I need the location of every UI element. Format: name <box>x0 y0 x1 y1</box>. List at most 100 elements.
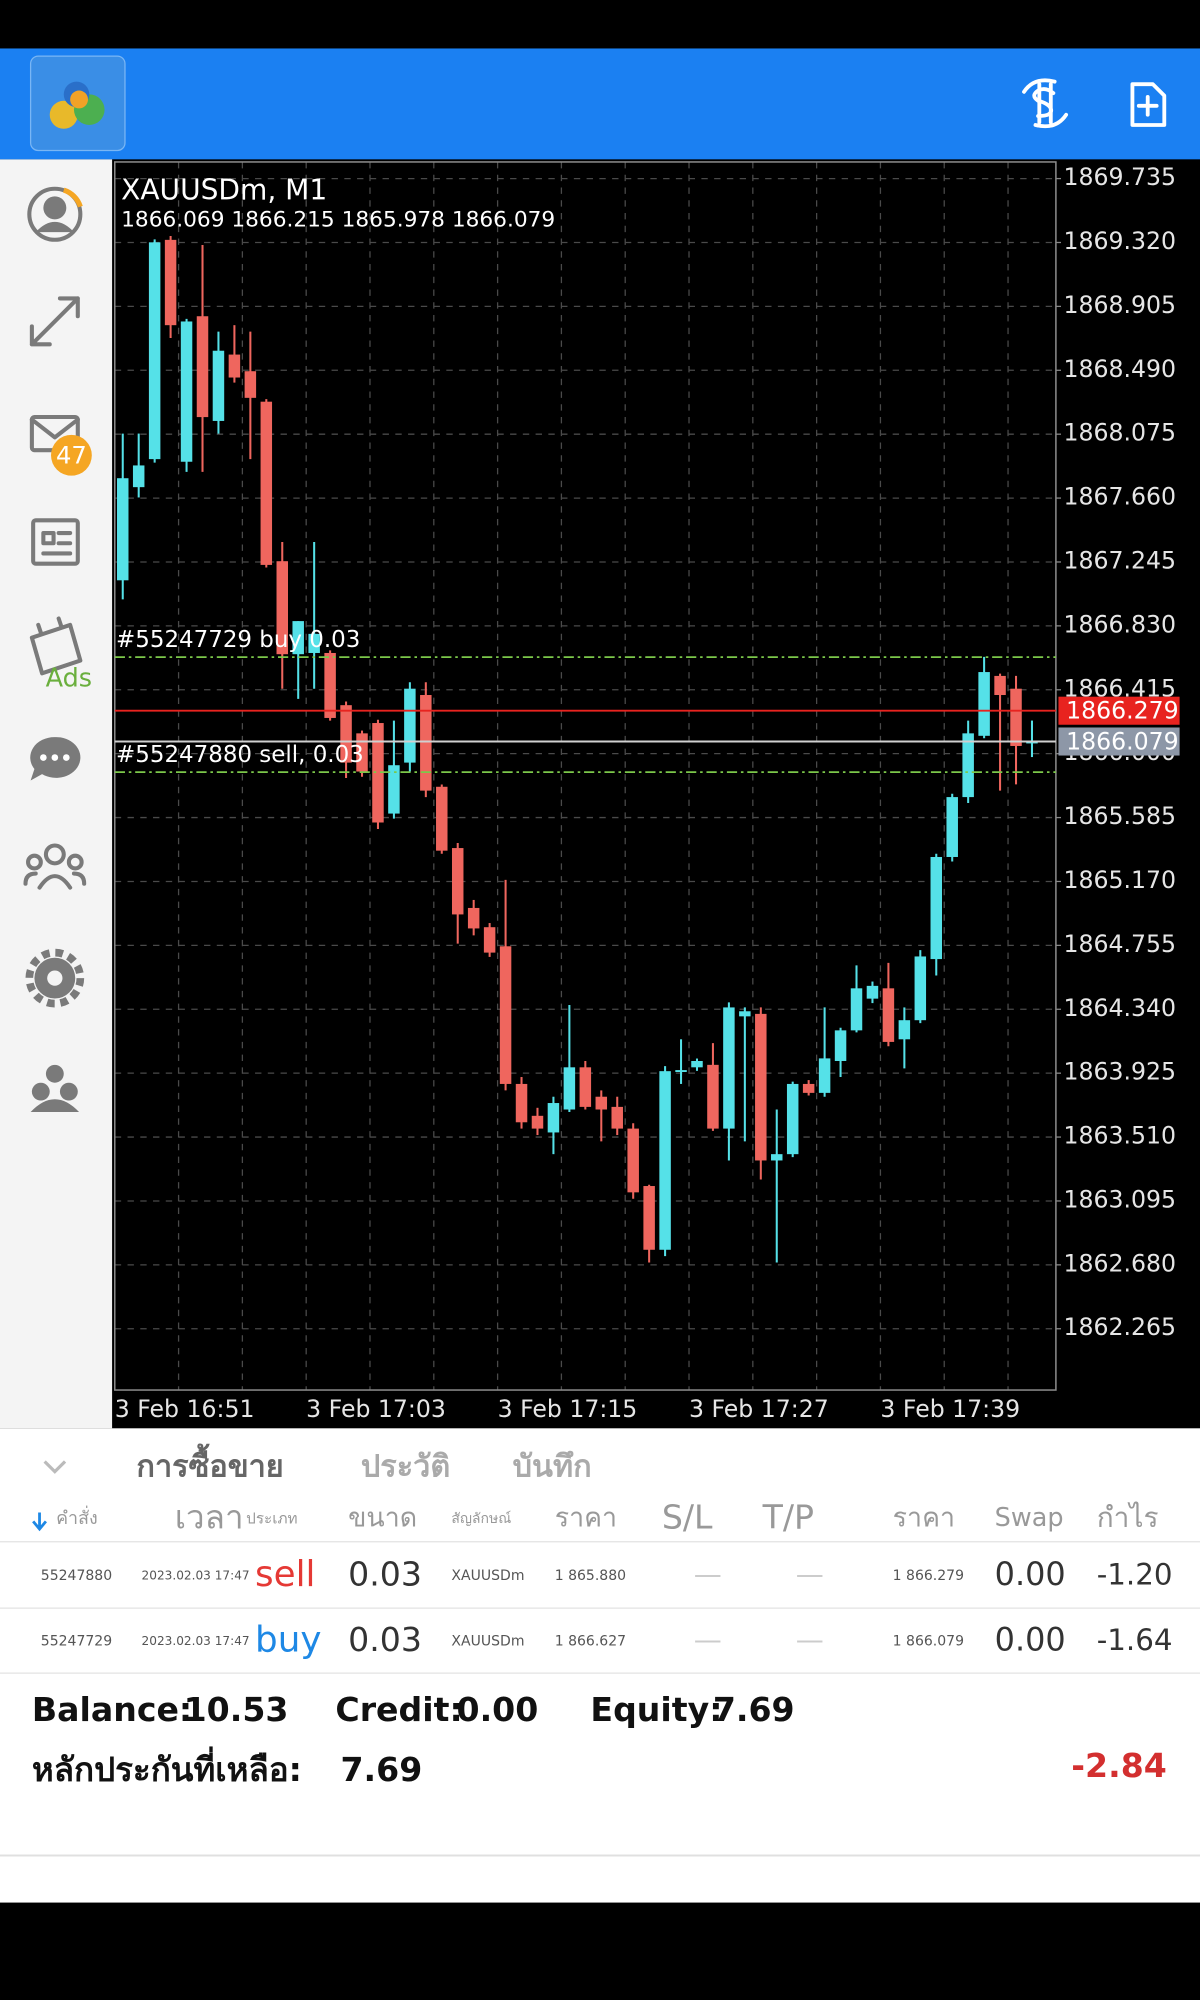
candle-body <box>1010 688 1022 746</box>
table-cell: — <box>796 1558 824 1591</box>
candle-body <box>739 1011 751 1017</box>
candle-body <box>818 1058 831 1093</box>
chart-title: XAUUSDm, M1 <box>121 173 327 206</box>
table-cell: 1 866.079 <box>893 1633 964 1649</box>
candle-body <box>643 1186 655 1250</box>
collapse-button[interactable] <box>43 1460 67 1474</box>
table-cell: — <box>694 1558 722 1591</box>
candle-body <box>196 316 209 418</box>
y-tick-label: 1864.755 <box>1064 930 1177 958</box>
column-header[interactable]: ประเภท <box>246 1509 298 1527</box>
news-icon[interactable] <box>31 518 80 566</box>
settings-icon[interactable] <box>25 948 85 1008</box>
table-cell: sell <box>255 1554 315 1595</box>
y-tick-label: 1863.510 <box>1064 1122 1177 1150</box>
chart: 1869.735 1869.320 1868.905 1868.490 1868.075… <box>114 161 1180 1423</box>
candle-body <box>483 927 496 953</box>
candle-body <box>1026 741 1038 744</box>
tab[interactable]: การซื้อขาย <box>136 1443 283 1484</box>
trade-icon[interactable] <box>29 296 80 347</box>
ohlc-open: 1866.069 <box>121 208 224 233</box>
candle-body <box>707 1064 719 1129</box>
table-cell: XAUUSDm <box>451 1568 524 1584</box>
candle-body <box>148 242 161 460</box>
candle-body <box>691 1061 703 1068</box>
column-header[interactable]: ราคา <box>893 1502 955 1533</box>
column-header[interactable]: Swap <box>995 1503 1064 1533</box>
candle-body <box>882 988 895 1042</box>
x-tick-label: 3 Feb 17:27 <box>689 1395 829 1423</box>
y-tick-label: 1867.660 <box>1064 483 1177 511</box>
candle-body <box>675 1070 687 1072</box>
table-cell: 55247880 <box>41 1568 112 1584</box>
table-cell: 55247729 <box>41 1633 112 1649</box>
table-cell: -1.64 <box>1097 1623 1173 1657</box>
y-tick-label: 1868.490 <box>1064 355 1177 383</box>
app-icon[interactable] <box>29 55 126 152</box>
x-tick-label: 3 Feb 17:39 <box>880 1395 1020 1423</box>
price-tag <box>1058 727 1180 756</box>
currency-button[interactable] <box>1022 78 1069 129</box>
column-header[interactable]: คำสั่ง <box>56 1505 98 1529</box>
table-cell: — <box>796 1623 824 1656</box>
candle-body <box>388 765 400 814</box>
table-cell: XAUUSDm <box>451 1633 524 1649</box>
candle-body <box>308 633 320 653</box>
ads-icon[interactable] <box>29 616 83 676</box>
candle-body <box>132 465 145 488</box>
candle-body <box>436 786 448 851</box>
column-header[interactable]: สัญลักษณ์ <box>451 1510 511 1527</box>
sidebar <box>0 159 113 1429</box>
candle-body <box>260 401 273 565</box>
candle-body <box>786 1083 799 1155</box>
column-header[interactable]: T/P <box>762 1497 814 1536</box>
sort-arrow[interactable] <box>32 1512 47 1532</box>
tabs: การซื้อขาย ประวัติ บันทึก <box>136 1443 591 1484</box>
ohlc-readout: 1866.069 1866.215 1865.978 1866.079 <box>121 208 555 233</box>
candle-body <box>930 856 943 960</box>
candle-body <box>659 1071 671 1250</box>
table-cell: buy <box>255 1619 321 1660</box>
candle-body <box>755 1013 767 1161</box>
table-cell: 0.03 <box>348 1555 422 1594</box>
candle-body <box>834 1030 847 1062</box>
candle-body <box>850 988 863 1031</box>
column-header[interactable]: เวลา <box>175 1497 244 1536</box>
candle-body <box>451 848 464 915</box>
y-tick-label: 1864.340 <box>1064 994 1177 1022</box>
column-header[interactable]: กำไร <box>1097 1501 1159 1534</box>
candle-body <box>244 371 257 398</box>
y-tick-label: 1867.245 <box>1064 546 1177 574</box>
column-header[interactable]: ราคา <box>555 1502 617 1533</box>
candle-body <box>356 733 368 772</box>
candle-body <box>164 239 177 326</box>
account-icon[interactable] <box>27 186 83 242</box>
credit-value: 0.00 <box>457 1690 539 1729</box>
traders-icon[interactable] <box>30 1064 80 1113</box>
community-icon[interactable] <box>23 843 87 890</box>
new-order-button[interactable] <box>1130 82 1167 127</box>
candle-body <box>723 1007 735 1129</box>
candle-body <box>340 705 352 763</box>
ohlc-low: 1865.978 <box>342 208 445 233</box>
y-tick-label: 1863.095 <box>1064 1185 1177 1213</box>
credit-label: Credit: <box>335 1690 462 1729</box>
candle-body <box>627 1128 639 1193</box>
table-cell: 1 866.627 <box>555 1633 626 1649</box>
margin-value: 7.69 <box>340 1750 422 1789</box>
candle-body <box>117 478 129 581</box>
tab[interactable]: บันทึก <box>513 1449 592 1484</box>
table-cell: 1 865.880 <box>555 1568 626 1584</box>
candle-body <box>771 1154 783 1161</box>
candle-body <box>467 907 480 929</box>
tab[interactable]: ประวัติ <box>361 1449 450 1484</box>
column-header[interactable]: S/L <box>662 1497 713 1536</box>
candle-body <box>898 1020 911 1040</box>
chat-icon[interactable] <box>30 737 81 781</box>
candle-body <box>978 672 990 736</box>
y-tick-label: 1868.905 <box>1064 291 1177 319</box>
column-header[interactable]: ขนาด <box>348 1502 417 1533</box>
y-tick-label: 1868.075 <box>1064 419 1177 447</box>
